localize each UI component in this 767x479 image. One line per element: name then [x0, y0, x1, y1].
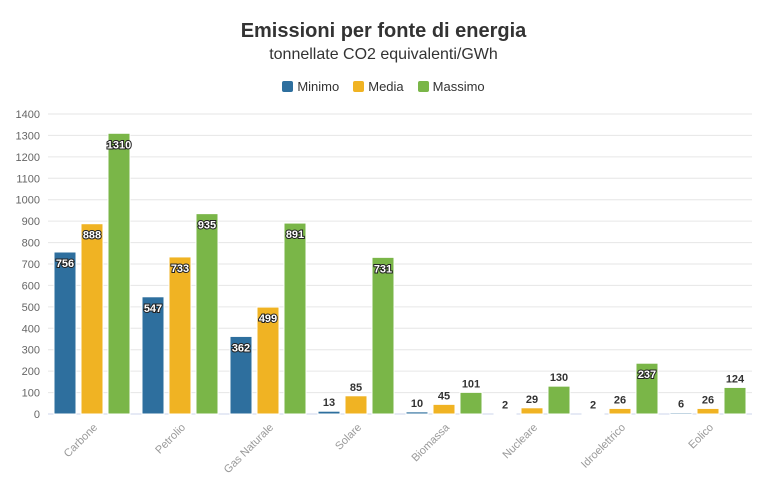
bar-media[interactable]	[256, 306, 280, 415]
bar-massimo[interactable]	[723, 386, 747, 415]
x-tick-label: Petrolio	[153, 422, 188, 457]
y-tick-label: 100	[22, 388, 40, 400]
bar-minimo[interactable]	[581, 413, 605, 415]
legend-item-minimo[interactable]: Minimo	[282, 79, 339, 94]
data-label: 2	[590, 400, 596, 412]
data-label: 935	[198, 220, 216, 232]
bar-massimo[interactable]	[635, 362, 659, 415]
bar-massimo[interactable]	[283, 222, 307, 415]
data-label: 124	[726, 373, 745, 385]
y-tick-label: 400	[22, 323, 40, 335]
data-label: 1310	[107, 139, 131, 151]
data-label: 237	[638, 369, 656, 381]
legend-label-media: Media	[368, 79, 404, 94]
bar-media[interactable]	[80, 223, 104, 415]
data-label: 547	[144, 303, 162, 315]
x-tick-label: Carbone	[62, 422, 100, 460]
y-tick-label: 500	[22, 302, 40, 314]
bar-minimo[interactable]	[317, 410, 341, 415]
bar-media[interactable]	[608, 407, 632, 415]
bar-massimo[interactable]	[547, 385, 571, 415]
data-label: 101	[462, 378, 480, 390]
data-label: 733	[171, 263, 189, 275]
bar-minimo[interactable]	[53, 251, 77, 415]
x-tick-label: Biomassa	[409, 421, 452, 464]
data-label: 499	[259, 313, 277, 325]
bar-minimo[interactable]	[141, 296, 165, 415]
bar-media[interactable]	[344, 395, 368, 415]
bar-minimo[interactable]	[669, 412, 693, 415]
y-tick-label: 1300	[16, 130, 40, 142]
data-label: 6	[678, 399, 684, 411]
y-tick-label: 1000	[16, 195, 40, 207]
data-label: 2	[502, 400, 508, 412]
y-tick-label: 1200	[16, 152, 40, 164]
bar-media[interactable]	[696, 407, 720, 415]
bar-media[interactable]	[432, 403, 456, 415]
y-tick-label: 300	[22, 345, 40, 357]
legend-swatch-media	[353, 81, 365, 92]
y-tick-label: 600	[22, 280, 40, 292]
bar-massimo[interactable]	[459, 391, 483, 415]
bar-minimo[interactable]	[405, 411, 429, 415]
y-tick-label: 700	[22, 259, 40, 271]
data-label: 85	[350, 382, 362, 394]
x-tick-label: Eolico	[686, 422, 716, 452]
data-label: 731	[374, 263, 392, 275]
legend-item-media[interactable]: Media	[353, 79, 404, 94]
y-tick-label: 1100	[16, 173, 40, 185]
bar-media[interactable]	[520, 407, 544, 415]
y-tick-label: 0	[34, 409, 40, 421]
data-label: 26	[614, 394, 626, 406]
legend-label-minimo: Minimo	[297, 79, 340, 94]
bar-media[interactable]	[168, 256, 192, 415]
legend: Minimo Media Massimo	[0, 79, 767, 94]
data-label: 130	[550, 372, 568, 384]
legend-swatch-minimo	[282, 81, 294, 92]
legend-item-massimo[interactable]: Massimo	[417, 79, 485, 94]
data-label: 13	[323, 397, 335, 409]
x-tick-label: Nucleare	[501, 422, 541, 462]
legend-label-massimo: Massimo	[432, 79, 485, 94]
x-tick-label: Gas Naturale	[222, 422, 276, 476]
data-label: 756	[56, 258, 74, 270]
y-tick-label: 900	[22, 216, 40, 228]
bar-minimo[interactable]	[493, 413, 517, 415]
data-label: 891	[286, 229, 304, 241]
data-label: 10	[411, 398, 423, 410]
y-tick-label: 200	[22, 366, 40, 378]
chart-title: Emissioni per fonte di energia	[240, 20, 527, 42]
y-tick-label: 1400	[16, 109, 40, 121]
legend-swatch-massimo	[417, 81, 429, 92]
data-label: 26	[702, 394, 714, 406]
y-tick-label: 800	[22, 238, 40, 250]
bar-massimo[interactable]	[195, 213, 219, 415]
bar-massimo[interactable]	[371, 256, 395, 415]
data-label: 362	[232, 342, 250, 354]
chart-subtitle: tonnellate CO2 equivalenti/GWh	[269, 46, 498, 63]
data-label: 29	[526, 394, 538, 406]
data-label: 45	[438, 390, 450, 402]
bar-massimo[interactable]	[107, 132, 131, 415]
x-tick-label: Solare	[333, 422, 364, 453]
data-label: 888	[83, 230, 101, 242]
bar-minimo[interactable]	[229, 335, 253, 415]
x-tick-label: Idroelettrico	[579, 422, 628, 471]
